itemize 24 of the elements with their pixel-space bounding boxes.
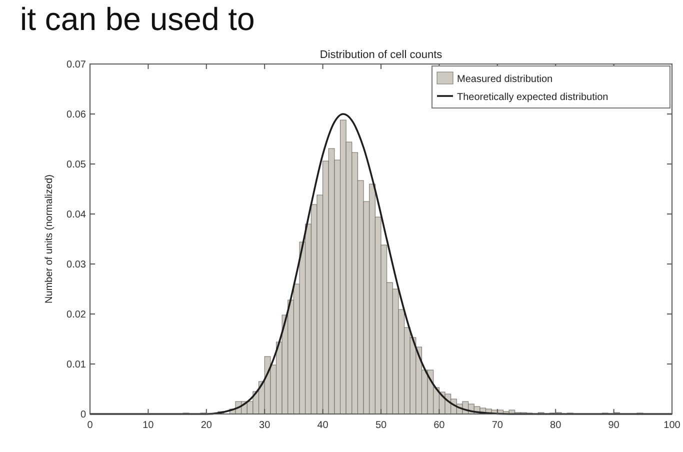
x-tick-label: 50 [375, 420, 387, 431]
x-tick-label: 70 [492, 420, 504, 431]
x-tick-label: 10 [142, 420, 154, 431]
text: it can be used to [20, 1, 255, 37]
x-tick-label: 90 [608, 420, 620, 431]
y-tick-label: 0.05 [66, 160, 86, 170]
x-tick-label: 40 [317, 420, 329, 431]
legend-label: Measured distribution [457, 74, 553, 85]
x-tick-label: 20 [200, 420, 212, 431]
y-tick-label: 0.02 [66, 310, 86, 320]
y-tick-label: 0.07 [66, 60, 86, 70]
y-tick-label: 0.04 [66, 210, 86, 220]
y-axis-title: Number of units (normalized) [44, 174, 55, 304]
y-tick-label: 0.01 [66, 360, 86, 370]
x-tick-label: 60 [434, 420, 446, 431]
y-tick-label: 0.06 [66, 110, 86, 120]
x-tick-label: 0 [87, 420, 94, 431]
x-tick-label: 30 [259, 420, 271, 431]
legend-label: Theoretically expected distribution [457, 92, 608, 103]
chart-title: Distribution of cell counts [320, 49, 443, 61]
y-tick-label: 0.03 [66, 260, 86, 270]
x-tick-label: 100 [664, 420, 681, 431]
y-tick-label: 0 [80, 410, 86, 420]
x-tick-label: 80 [550, 420, 562, 431]
